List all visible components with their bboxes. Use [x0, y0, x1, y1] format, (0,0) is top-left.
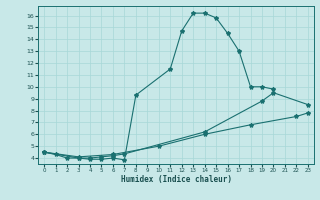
X-axis label: Humidex (Indice chaleur): Humidex (Indice chaleur)	[121, 175, 231, 184]
